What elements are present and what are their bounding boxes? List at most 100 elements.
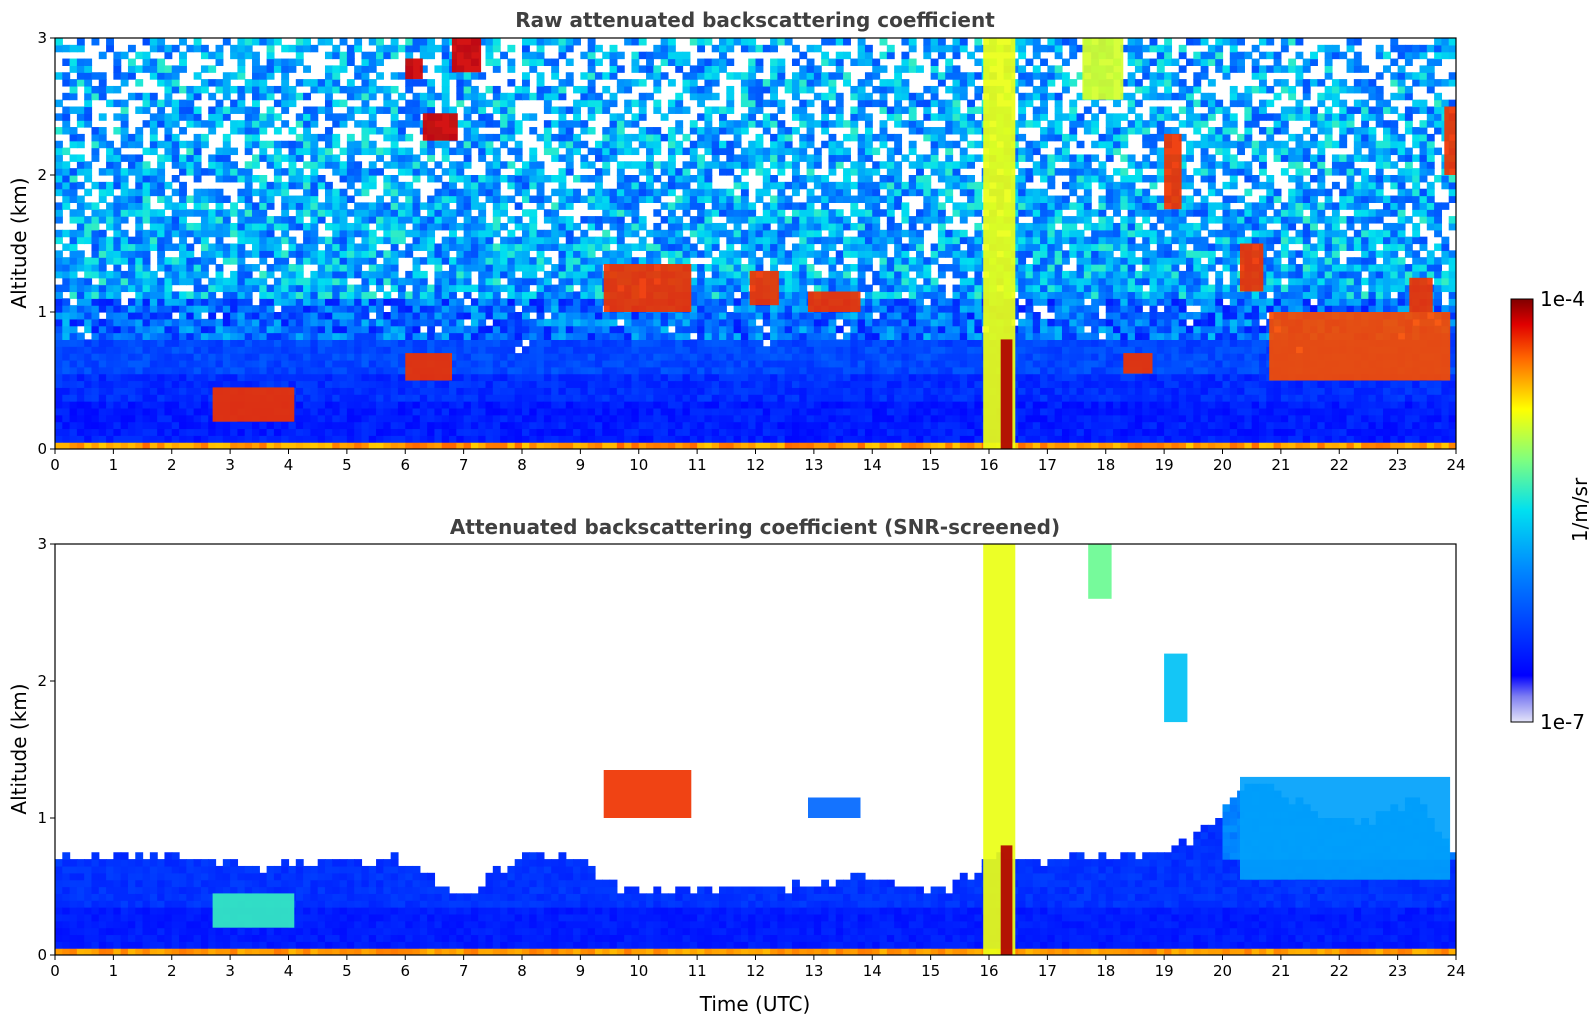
heatmap-cell (273, 113, 282, 121)
heatmap-cell (558, 332, 567, 340)
heatmap-cell (799, 325, 808, 334)
heatmap-cell (273, 65, 282, 73)
heatmap-cell (273, 140, 282, 149)
heatmap-cell (777, 298, 786, 306)
heatmap-cell (142, 229, 151, 238)
heatmap-cell (252, 325, 260, 334)
heatmap-cell (514, 332, 523, 340)
heatmap-cell (91, 353, 100, 361)
heatmap-cell (682, 133, 691, 142)
heatmap-cell (784, 270, 793, 279)
heatmap-cell (456, 277, 465, 286)
heatmap-cell (84, 421, 93, 430)
heatmap-cell (507, 99, 516, 108)
heatmap-cell (55, 181, 63, 190)
heatmap-cell (463, 195, 472, 203)
heatmap-cell (376, 85, 384, 94)
heatmap-cell (215, 216, 224, 224)
heatmap-cell (397, 318, 406, 327)
heatmap-cell (237, 236, 246, 245)
heatmap-cell (667, 380, 676, 388)
heatmap-cell (332, 312, 341, 320)
heatmap-cell (317, 387, 326, 395)
heatmap-cell (346, 243, 355, 251)
heatmap-cell (288, 175, 297, 183)
heatmap-cell (273, 264, 282, 272)
heatmap-cell (332, 195, 341, 203)
heatmap-cell (135, 414, 144, 423)
heatmap-cell (784, 428, 793, 436)
heatmap-cell (799, 154, 808, 162)
heatmap-cell (215, 85, 224, 94)
heatmap-cell (514, 120, 523, 128)
heatmap-cell (303, 421, 311, 430)
heatmap-cell (434, 312, 443, 320)
heatmap-cell (135, 161, 144, 169)
heatmap-cell (719, 147, 727, 156)
heatmap-cell (295, 264, 304, 272)
heatmap-cell (704, 209, 713, 217)
heatmap-cell (500, 298, 509, 306)
heatmap-cell (602, 195, 611, 203)
heatmap-cell (485, 51, 494, 60)
heatmap-cell (565, 168, 574, 176)
heatmap-cell (565, 428, 574, 436)
heatmap-cell (200, 222, 209, 231)
heatmap-cell (740, 318, 749, 327)
heatmap-cell (507, 79, 516, 87)
heatmap-cell (164, 216, 173, 224)
heatmap-cell (551, 270, 560, 279)
heatmap-cell (529, 209, 538, 217)
heatmap-cell (762, 394, 771, 402)
heatmap-cell (332, 359, 341, 368)
heatmap-cell (142, 442, 151, 449)
heatmap-cell (463, 305, 472, 313)
heatmap-cell (412, 318, 421, 327)
heatmap-cell (689, 202, 698, 210)
heatmap-cell (697, 435, 706, 443)
heatmap-cell (602, 127, 611, 135)
heatmap-cell (157, 44, 166, 53)
heatmap-cell (660, 401, 669, 409)
heatmap-cell (98, 79, 107, 87)
heatmap-cell (762, 154, 771, 162)
heatmap-cell (748, 305, 757, 313)
heatmap-cell (266, 346, 275, 354)
heatmap-cell (179, 195, 187, 203)
heatmap-cell (492, 202, 501, 210)
heatmap-cell (470, 202, 479, 210)
heatmap-cell (106, 394, 114, 402)
heatmap-cell (332, 442, 341, 449)
heatmap-cell (463, 277, 472, 286)
heatmap-cell (522, 325, 530, 334)
heatmap-cell (624, 325, 633, 334)
heatmap-cell (697, 414, 706, 423)
heatmap-cell (522, 44, 530, 53)
heatmap-cell (689, 243, 698, 251)
heatmap-cell (98, 325, 107, 334)
heatmap-cell (478, 222, 487, 231)
heatmap-cell (252, 222, 260, 231)
heatmap-cell (310, 366, 319, 375)
heatmap-cell (55, 332, 63, 340)
heatmap-cell (157, 291, 166, 299)
heatmap-cell (492, 414, 501, 423)
heatmap-cell (405, 243, 414, 251)
heatmap-cell (704, 58, 713, 66)
heatmap-cell (558, 38, 567, 46)
heatmap-cell (412, 305, 421, 313)
heatmap-cell (536, 250, 545, 258)
heatmap-cell (69, 195, 78, 203)
heatmap-cell (646, 318, 654, 327)
heatmap-cell (222, 318, 231, 327)
heatmap-cell (587, 264, 596, 272)
heatmap-cell (157, 442, 166, 449)
heatmap-cell (536, 202, 545, 210)
heatmap-cell (719, 325, 727, 334)
heatmap-cell (784, 277, 793, 286)
heatmap-cell (602, 202, 611, 210)
heatmap-cell (624, 312, 633, 320)
heatmap-cell (127, 264, 136, 272)
heatmap-cell (543, 414, 552, 423)
heatmap-cell (507, 394, 516, 402)
